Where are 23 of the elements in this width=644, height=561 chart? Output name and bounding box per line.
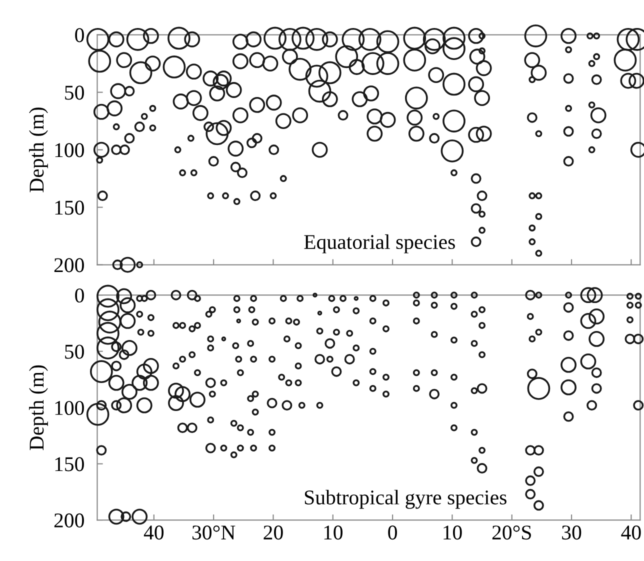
y-tick-label: 0 xyxy=(75,288,84,303)
y-tick-label: 200 xyxy=(54,258,84,272)
y-tick-label: 50 xyxy=(65,86,84,100)
annotation: Subtropical gyre species xyxy=(304,490,506,509)
x-tick-label: 30 xyxy=(562,526,582,540)
y-tick-label: 100 xyxy=(55,143,84,158)
annotation: Equatorial species xyxy=(304,234,455,254)
y-tick-label: 0 xyxy=(75,28,84,42)
x-tick-label: 10 xyxy=(324,526,343,540)
y-tick-label: 200 xyxy=(54,513,84,528)
x-tick-label: 20°S xyxy=(492,526,531,540)
x-tick-label: 30°N xyxy=(192,526,236,540)
y-tick-label: 150 xyxy=(55,200,84,215)
x-tick-label: 0 xyxy=(388,526,397,540)
y-tick-label: 150 xyxy=(55,457,84,472)
x-tick-label: 20 xyxy=(264,526,283,540)
y-tick-label: 50 xyxy=(65,344,84,359)
y-tick-label: 100 xyxy=(55,400,84,415)
y-axis-title: Depth (m) xyxy=(29,108,48,192)
x-tick-label: 40 xyxy=(144,526,164,540)
x-tick-label: 10 xyxy=(444,526,462,540)
y-axis-title: Depth (m) xyxy=(29,365,48,450)
x-tick-label: 40 xyxy=(621,526,641,540)
